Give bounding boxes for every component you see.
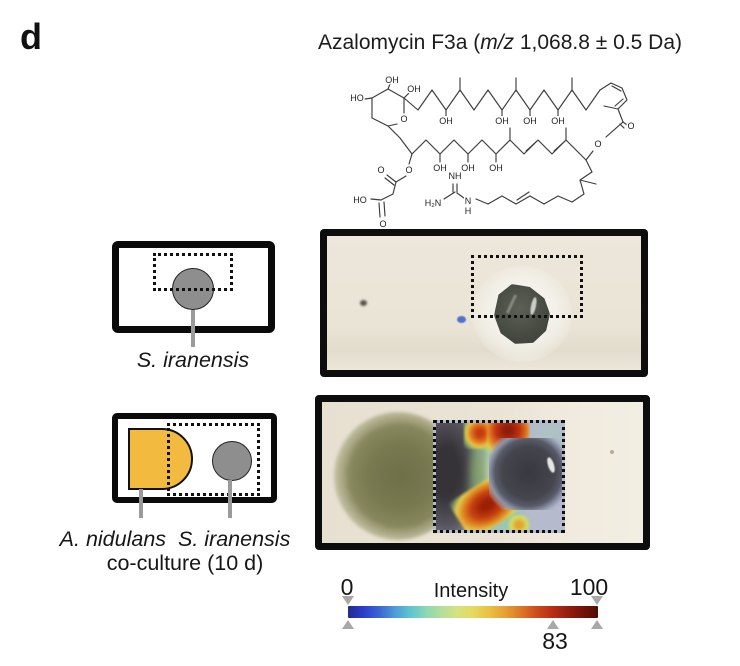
colorbar-marker-min-top (342, 596, 354, 605)
colony-texture (346, 424, 450, 528)
colorbar-gradient (348, 606, 598, 618)
svg-text:N: N (465, 196, 472, 206)
imaging-region-outline-coculture (167, 423, 260, 496)
compound-title: Azalomycin F3a (m/z 1,068.8 ± 0.5 Da) (275, 31, 725, 55)
pointer-line-a-nidulans (139, 489, 143, 518)
photo-coculture-background (322, 402, 643, 543)
imaging-region-outline (153, 253, 233, 291)
molecule-skeleton (364, 77, 628, 218)
svg-text:OH: OH (551, 116, 565, 126)
svg-text:HO: HO (350, 93, 364, 103)
svg-text:O: O (627, 121, 634, 131)
colorbar-marker-value: 83 (542, 628, 568, 654)
colorbar-title: Intensity (433, 580, 509, 602)
debris-speck-2 (610, 450, 614, 454)
caption-gap (166, 527, 178, 551)
colorbar-min-label: 0 (340, 574, 354, 600)
title-mz-italic: m/z (480, 31, 515, 54)
svg-text:OH: OH (433, 163, 447, 173)
svg-text:O: O (594, 139, 601, 149)
schematic-plate-monoculture (112, 241, 275, 333)
schematic-plate-coculture (112, 413, 277, 503)
species-label-s-iranensis: S. iranensis (178, 527, 291, 551)
colorbar-max-label: 100 (569, 574, 609, 600)
heatmap-hotspot-small (508, 515, 530, 530)
svg-text:OH: OH (407, 84, 421, 94)
svg-text:OH: OH (495, 116, 509, 126)
species-label: S. iranensis (136, 348, 250, 372)
species-label-a-nidulans: A. nidulans (59, 527, 167, 551)
title-suffix: 1,068.8 ± 0.5 Da) (514, 31, 682, 54)
fungus-shape-a-nidulans (128, 428, 193, 490)
title-prefix: Azalomycin F3a ( (317, 31, 481, 54)
pointer-line-s-iranensis (191, 310, 195, 347)
svg-text:H: H (465, 206, 472, 216)
debris-speck (360, 300, 367, 306)
caption-monoculture: S. iranensis (88, 348, 298, 373)
svg-text:O: O (379, 219, 386, 229)
svg-text:OH: OH (461, 163, 475, 173)
svg-text:OH: OH (523, 116, 537, 126)
imaging-region-outline-photo (471, 255, 583, 318)
photo-coculture (315, 395, 650, 550)
svg-text:OH: OH (439, 116, 453, 126)
svg-text:OH: OH (385, 76, 399, 85)
panel-letter: d (20, 16, 42, 57)
svg-text:OH: OH (489, 163, 503, 173)
svg-text:O: O (377, 165, 384, 175)
caption-coculture-line1: A. nidulans S. iranensis (30, 527, 320, 552)
colorbar-marker-max-top (591, 596, 603, 605)
caption-coculture-line2: co-culture (10 d) (106, 551, 264, 575)
svg-text:O: O (400, 114, 407, 124)
photo-monoculture-background (327, 236, 641, 370)
colorbar-marker-min-bottom (342, 620, 354, 629)
svg-text:NH: NH (449, 171, 462, 181)
svg-text:HO: HO (353, 195, 367, 205)
colorbar-marker-83 (547, 620, 559, 629)
heatmap-colony-s-iranensis (489, 438, 562, 510)
blue-marker-dot (457, 316, 466, 323)
photo-monoculture (320, 229, 648, 377)
svg-text:O: O (405, 165, 412, 175)
svg-text:H₂N: H₂N (425, 198, 442, 208)
heatmap-region (433, 420, 565, 533)
pointer-line-s-iranensis-coculture (228, 480, 232, 518)
colony-disc-s-iranensis-coculture (212, 441, 252, 481)
colorbar-marker-max-bottom (591, 620, 603, 629)
